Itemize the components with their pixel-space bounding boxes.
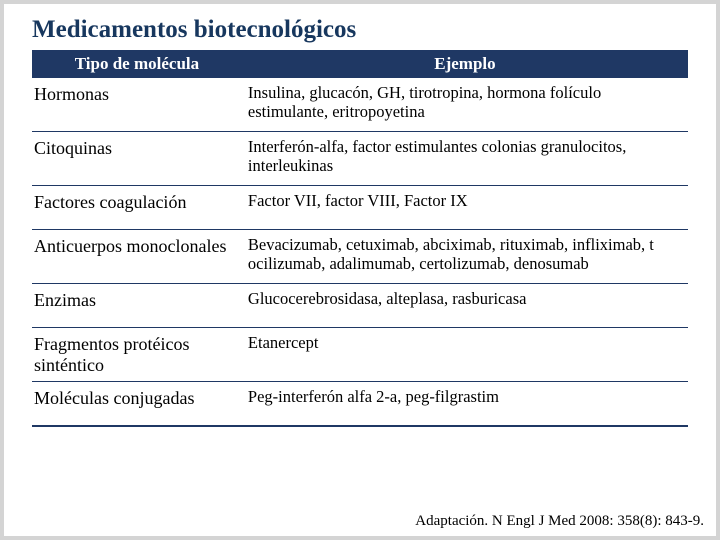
table-row: Factores coagulación Factor VII, factor … <box>32 186 688 230</box>
table-header-row: Tipo de molécula Ejemplo <box>32 51 688 78</box>
slide-title: Medicamentos biotecnológicos <box>32 14 688 50</box>
cell-ejemplo: Bevacizumab, cetuximab, abciximab, ritux… <box>242 230 688 284</box>
table-row: Fragmentos protéicos sinténtico Etanerce… <box>32 328 688 382</box>
col-header-ejemplo: Ejemplo <box>242 51 688 78</box>
cell-tipo: Factores coagulación <box>32 186 242 230</box>
cell-tipo: Fragmentos protéicos sinténtico <box>32 328 242 382</box>
cell-ejemplo: Interferón-alfa, factor estimulantes col… <box>242 132 688 186</box>
col-header-tipo: Tipo de molécula <box>32 51 242 78</box>
cell-tipo: Moléculas conjugadas <box>32 382 242 426</box>
table-row: Enzimas Glucocerebrosidasa, alteplasa, r… <box>32 284 688 328</box>
biotech-table: Tipo de molécula Ejemplo Hormonas Insuli… <box>32 50 688 427</box>
cell-ejemplo: Etanercept <box>242 328 688 382</box>
table-row: Hormonas Insulina, glucacón, GH, tirotro… <box>32 78 688 132</box>
cell-ejemplo: Insulina, glucacón, GH, tirotropina, hor… <box>242 78 688 132</box>
citation-text: Adaptación. N Engl J Med 2008: 358(8): 8… <box>415 513 704 530</box>
cell-tipo: Hormonas <box>32 78 242 132</box>
slide: Medicamentos biotecnológicos Tipo de mol… <box>4 4 716 536</box>
table-row: Moléculas conjugadas Peg-interferón alfa… <box>32 382 688 426</box>
table-row: Citoquinas Interferón-alfa, factor estim… <box>32 132 688 186</box>
cell-ejemplo: Peg-interferón alfa 2-a, peg-filgrastim <box>242 382 688 426</box>
cell-ejemplo: Factor VII, factor VIII, Factor IX <box>242 186 688 230</box>
cell-ejemplo: Glucocerebrosidasa, alteplasa, rasburica… <box>242 284 688 328</box>
cell-tipo: Citoquinas <box>32 132 242 186</box>
cell-tipo: Anticuerpos monoclonales <box>32 230 242 284</box>
table-row: Anticuerpos monoclonales Bevacizumab, ce… <box>32 230 688 284</box>
cell-tipo: Enzimas <box>32 284 242 328</box>
